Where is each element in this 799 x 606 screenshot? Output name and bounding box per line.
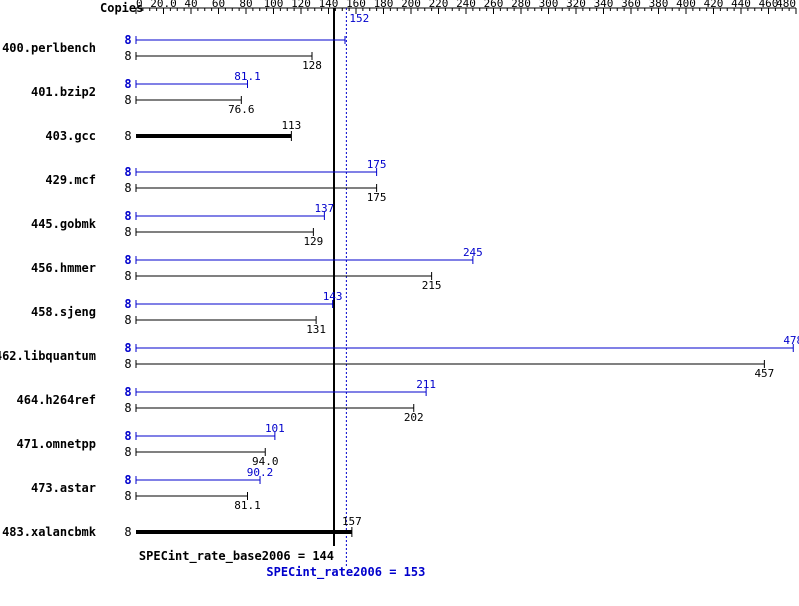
bar-base-value: 81.1 [234,499,261,512]
benchmark-label: 429.mcf [45,173,96,187]
bar-base-value: 128 [302,59,322,72]
x-tick-label: 480 [776,0,796,10]
bar-value: 113 [281,119,301,132]
copies-value-peak: 8 [124,341,131,355]
copies-value-base: 8 [124,181,131,195]
copies-value-base: 8 [124,269,131,283]
bar-peak-value: 478 [783,334,799,347]
spec-rate-chart: 020.040608010012014016018020022024026028… [0,0,799,606]
bar-peak-value: 137 [314,202,334,215]
x-tick-label: 80 [239,0,252,10]
bar-peak-value: 143 [323,290,343,303]
bar-base-value: 202 [404,411,424,424]
bar-peak-value: 211 [416,378,436,391]
bar-peak-value: 90.2 [247,466,274,479]
copies-value-peak: 8 [124,165,131,179]
copies-value-peak: 8 [124,473,131,487]
copies-value-peak: 8 [124,77,131,91]
bar-base-value: 129 [303,235,323,248]
copies-value: 8 [124,129,131,143]
bar-base-value: 131 [306,323,326,336]
copies-value-base: 8 [124,49,131,63]
bar-base-value: 457 [754,367,774,380]
base-summary-label: SPECint_rate_base2006 = 144 [139,549,334,564]
benchmark-label: 401.bzip2 [31,85,96,99]
copies-value-peak: 8 [124,253,131,267]
benchmark-label: 403.gcc [45,129,96,143]
bar-value: 157 [342,515,362,528]
benchmark-label: 458.sjeng [31,305,96,319]
peak-summary-label: SPECint_rate2006 = 153 [266,565,425,580]
copies-value-base: 8 [124,401,131,415]
bar-base-value: 215 [422,279,442,292]
benchmark-label: 462.libquantum [0,349,96,363]
benchmark-label: 473.astar [31,481,96,495]
benchmark-label: 456.hmmer [31,261,96,275]
copies-value-peak: 8 [124,33,131,47]
x-tick-label: 20.0 [150,0,177,10]
bar-peak-value: 81.1 [234,70,261,83]
copies-value-base: 8 [124,357,131,371]
copies-value-base: 8 [124,489,131,503]
x-tick-label: 60 [212,0,225,10]
bar-peak-value: 175 [367,158,387,171]
peak-marker-short-label: 152 [349,12,369,25]
copies-value-peak: 8 [124,297,131,311]
x-tick-label: 40 [184,0,197,10]
copies-value-peak: 8 [124,429,131,443]
copies-value-peak: 8 [124,209,131,223]
copies-header: Copies [100,1,143,15]
bar-peak-value: 101 [265,422,285,435]
benchmark-label: 464.h264ref [17,393,96,407]
copies-value-base: 8 [124,445,131,459]
copies-value: 8 [124,525,131,539]
copies-value-base: 8 [124,313,131,327]
copies-value-base: 8 [124,93,131,107]
benchmark-label: 445.gobmk [31,217,97,231]
bar-base-value: 175 [367,191,387,204]
bar-peak-value: 245 [463,246,483,259]
copies-value-peak: 8 [124,385,131,399]
copies-value-base: 8 [124,225,131,239]
benchmark-label: 471.omnetpp [17,437,96,451]
benchmark-label: 483.xalancbmk [2,525,97,539]
benchmark-label: 400.perlbench [2,41,96,55]
bar-base-value: 76.6 [228,103,255,116]
